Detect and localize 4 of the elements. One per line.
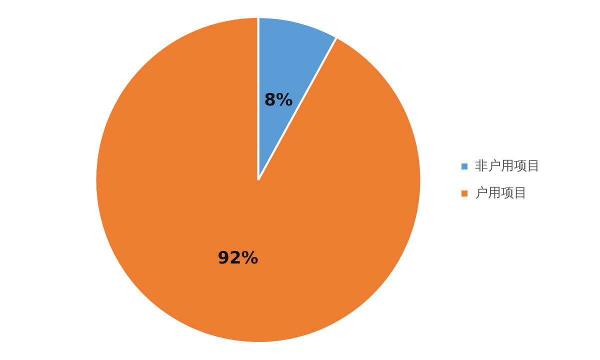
legend-label: 户用项目 (475, 186, 527, 201)
data-label: 8% (264, 90, 293, 110)
legend-label: 非户用项目 (475, 158, 540, 174)
data-label: 92% (218, 248, 258, 268)
